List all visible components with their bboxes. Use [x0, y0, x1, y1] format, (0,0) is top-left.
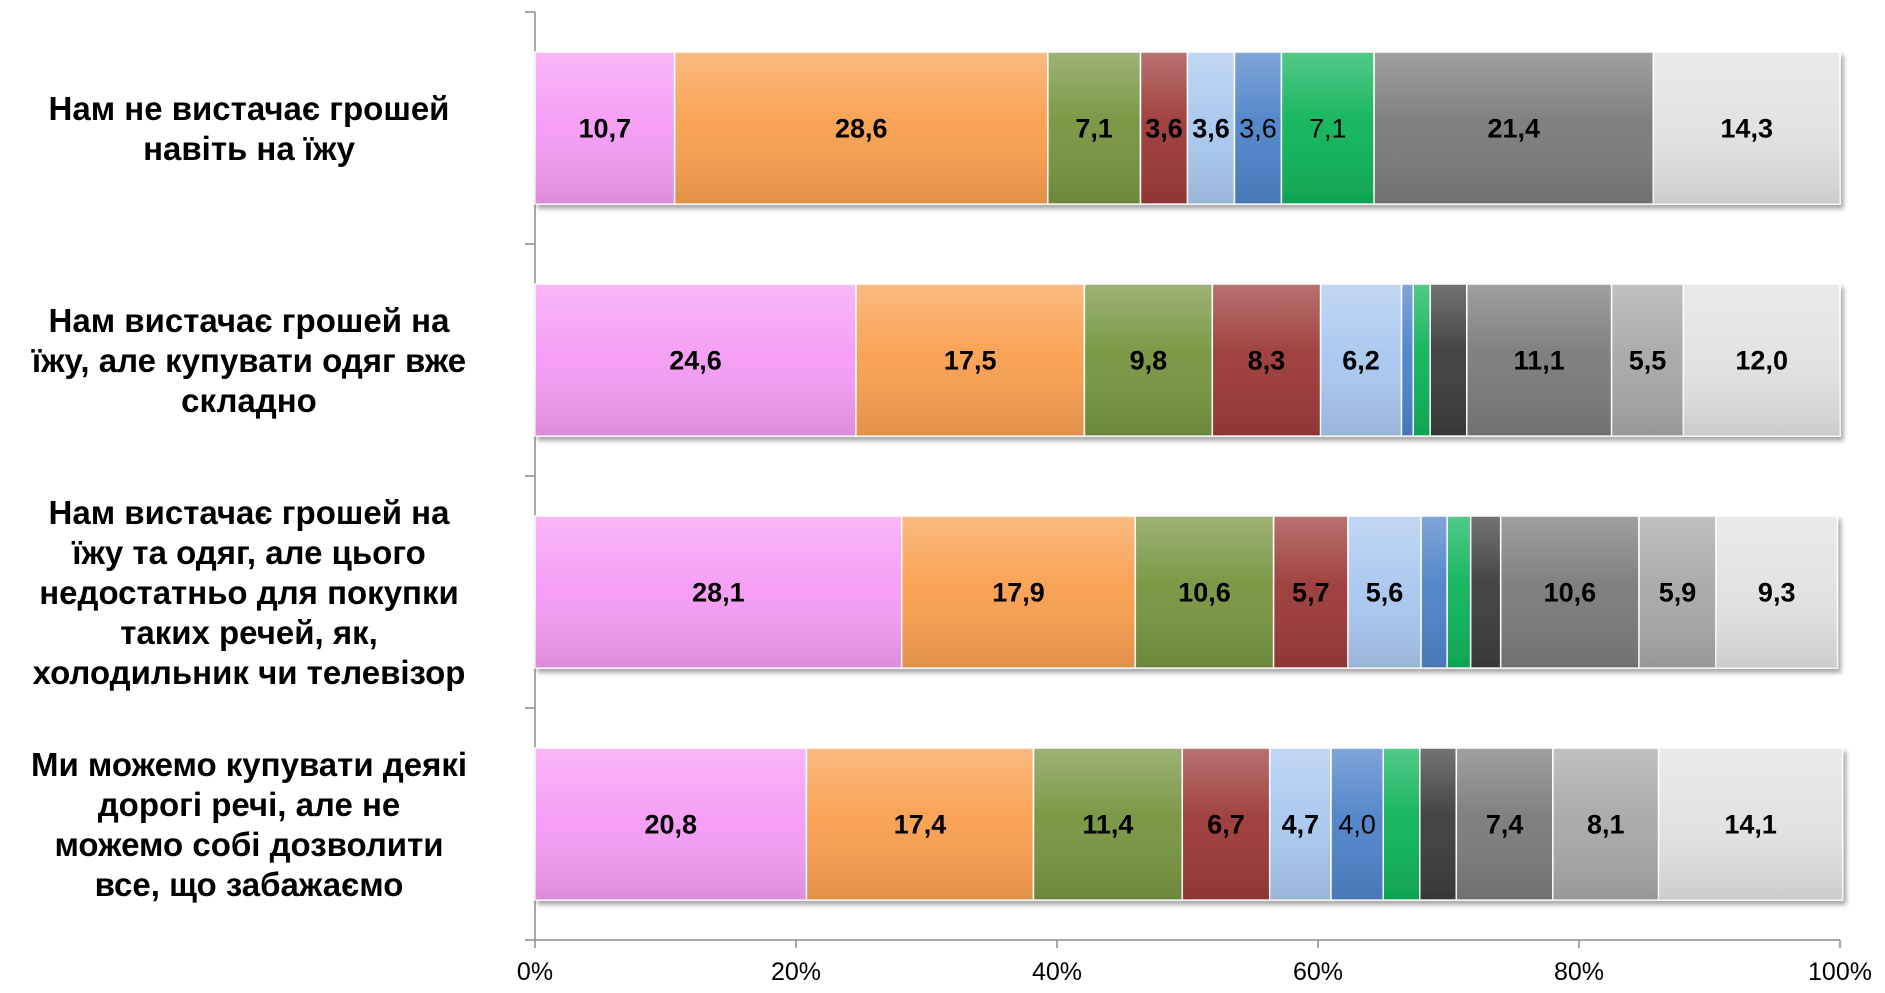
- bars: 10,7 28,6 7,1 3,6 3,6 3,6 7,1 21,4 14,3 24,6 17,5 9…: [535, 52, 1843, 900]
- category-label: навіть на їжу: [143, 130, 355, 167]
- bar-segment-shine: [1402, 284, 1414, 436]
- category-label: таких речей, як,: [120, 614, 378, 651]
- data-label: 28,6: [835, 114, 888, 144]
- category-label: дорогі речі, але не: [98, 786, 401, 823]
- bar-segment-shine: [1471, 516, 1501, 668]
- bar-group: [535, 748, 1843, 900]
- data-label: 17,9: [992, 578, 1045, 608]
- category-label: складно: [181, 382, 317, 419]
- data-label: 11,4: [1082, 810, 1133, 840]
- data-label: 12,0: [1735, 346, 1788, 376]
- data-label: 10,6: [1544, 578, 1597, 608]
- data-label: 5,6: [1366, 578, 1404, 608]
- x-tick-label: 20%: [771, 958, 821, 986]
- data-label: 5,5: [1629, 346, 1667, 376]
- bar-segment-shine: [1430, 284, 1467, 436]
- data-label: 17,4: [894, 810, 947, 840]
- data-label: 4,7: [1282, 810, 1320, 840]
- x-tick-label: 60%: [1293, 958, 1343, 986]
- data-label: 6,7: [1207, 810, 1245, 840]
- data-label: 20,8: [644, 810, 697, 840]
- data-label: 17,5: [944, 346, 997, 376]
- category-label: можемо собі дозволити: [54, 826, 443, 863]
- data-label: 3,6: [1192, 113, 1230, 143]
- data-label: 9,8: [1130, 346, 1168, 376]
- data-label: 3,6: [1239, 113, 1277, 143]
- data-label: 7,1: [1075, 114, 1113, 144]
- data-label: 10,6: [1178, 578, 1231, 608]
- data-label: 7,1: [1309, 114, 1347, 144]
- category-label: недостатньо для покупки: [39, 574, 459, 611]
- data-label: 11,1: [1514, 346, 1565, 376]
- data-label: 6,2: [1342, 346, 1380, 376]
- data-label: 8,3: [1248, 346, 1286, 376]
- bar-group: [535, 52, 1840, 204]
- category-label: Нам не вистачає грошей: [49, 90, 450, 127]
- category-label: їжу, але купувати одяг вже: [31, 342, 466, 379]
- category-label: Нам вистачає грошей на: [49, 302, 451, 339]
- bar-segment-shine: [1413, 284, 1430, 436]
- data-label: 4,0: [1338, 810, 1376, 840]
- category-label: Нам вистачає грошей на: [49, 494, 451, 531]
- x-tick-label: 100%: [1808, 958, 1872, 986]
- data-label: 5,9: [1659, 578, 1697, 608]
- data-label: 14,1: [1724, 810, 1777, 840]
- bar-segment-shine: [1421, 516, 1447, 668]
- bar-segment-shine: [1447, 516, 1470, 668]
- category-label: все, що забажаємо: [95, 866, 404, 903]
- data-label: 5,7: [1292, 578, 1330, 608]
- data-label: 21,4: [1487, 114, 1540, 144]
- data-label: 9,3: [1758, 578, 1796, 608]
- category-label: холодильник чи телевізор: [33, 654, 466, 691]
- bar-segment-shine: [1383, 748, 1420, 900]
- data-label: 8,1: [1587, 810, 1625, 840]
- data-label: 14,3: [1720, 114, 1773, 144]
- category-label: Ми можемо купувати деякі: [31, 746, 467, 783]
- bar-segment-shine: [1420, 748, 1457, 900]
- category-label: їжу та одяг, але цього: [71, 534, 426, 571]
- x-tick-label: 80%: [1554, 958, 1604, 986]
- x-tick-label: 40%: [1032, 958, 1082, 986]
- data-label: 24,6: [669, 346, 722, 376]
- data-label: 10,7: [579, 114, 632, 144]
- data-label: 3,6: [1145, 113, 1183, 143]
- x-tick-label: 0%: [517, 958, 553, 986]
- data-label: 28,1: [692, 578, 745, 608]
- data-label: 7,4: [1486, 810, 1524, 840]
